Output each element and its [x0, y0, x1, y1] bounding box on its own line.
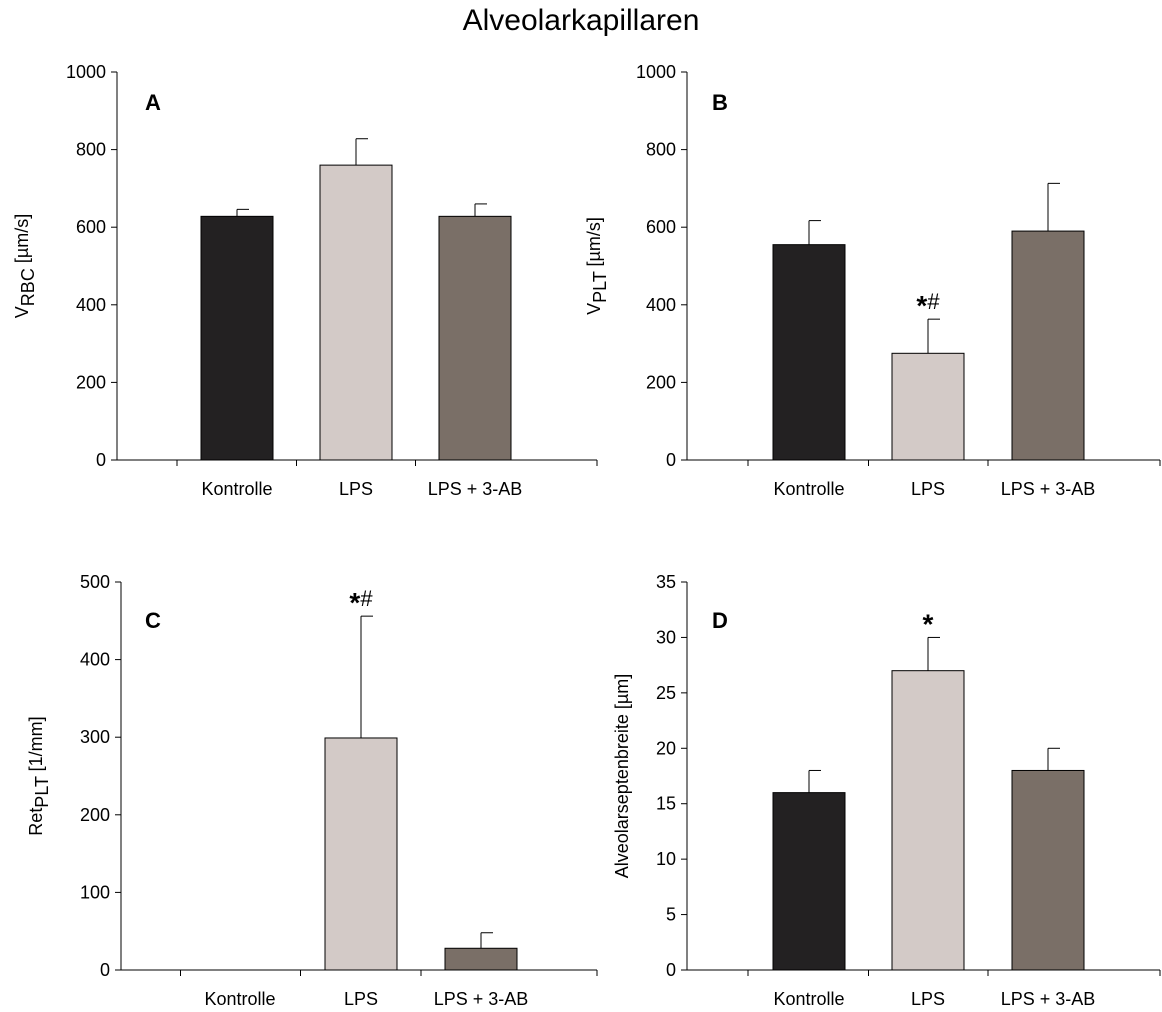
bar	[1011, 769, 1085, 971]
y-tick-label: 400	[80, 650, 110, 670]
bar	[891, 352, 965, 461]
bar	[324, 737, 398, 971]
x-tick-label: LPS	[339, 479, 373, 499]
y-tick-label: 15	[656, 794, 676, 814]
significance-annotation: *	[923, 608, 934, 639]
x-tick-label: Kontrolle	[773, 479, 844, 499]
y-tick-label: 0	[666, 450, 676, 470]
y-tick-label: 600	[646, 217, 676, 237]
y-tick-label: 0	[100, 960, 110, 980]
x-tick-label: LPS	[911, 989, 945, 1009]
y-tick-label: 25	[656, 683, 676, 703]
x-tick-label: LPS + 3-AB	[428, 479, 523, 499]
chart-panel-d: 0 5 10 15 20 25 30 35 Kontrolle * LPS LPS + 3-AB D Al…	[612, 572, 1161, 1009]
y-tick-label: 1000	[636, 62, 676, 82]
y-tick-label: 30	[656, 627, 676, 647]
y-tick-label: 20	[656, 738, 676, 758]
y-axis-label: VRBC [µm/s]	[12, 214, 38, 318]
x-tick-label: LPS + 3-AB	[434, 989, 529, 1009]
y-axis-label: Alveolarseptenbreite [µm]	[612, 674, 632, 878]
bar	[772, 244, 846, 461]
significance-annotation: *#	[349, 586, 373, 618]
y-tick-label: 35	[656, 572, 676, 592]
x-tick-label: Kontrolle	[773, 989, 844, 1009]
y-tick-label: 300	[80, 727, 110, 747]
x-tick-label: LPS	[344, 989, 378, 1009]
bar	[319, 164, 393, 461]
significance-annotation: *#	[916, 289, 940, 321]
y-tick-label: 0	[666, 960, 676, 980]
chart-panel-c: 0 100 200 300 400 500 Kontrolle *# LPS LPS + 3-AB…	[26, 572, 598, 1009]
chart-panel-b: 0 200 400 600 800 1000 Kontrolle *# LPS LPS + 3-A…	[584, 62, 1161, 499]
bar	[438, 215, 512, 461]
bar	[444, 947, 518, 971]
y-axis-label: RetPLT [1/mm]	[26, 716, 52, 835]
bar	[1011, 230, 1085, 461]
y-axis-label: VPLT [µm/s]	[584, 217, 610, 315]
y-tick-label: 10	[656, 849, 676, 869]
y-tick-label: 200	[646, 372, 676, 392]
bar	[891, 670, 965, 971]
panel-label: D	[712, 608, 728, 633]
bar	[200, 215, 274, 461]
y-tick-label: 400	[646, 295, 676, 315]
figure-title: Alveolarkapillaren	[462, 4, 700, 37]
chart-panel-a: 0 200 400 600 800 1000 Kontrolle LPS LPS + 3-AB A…	[12, 62, 598, 499]
y-tick-label: 200	[76, 372, 106, 392]
y-tick-label: 100	[80, 882, 110, 902]
y-tick-label: 500	[80, 572, 110, 592]
x-tick-label: LPS + 3-AB	[1001, 989, 1096, 1009]
bar	[772, 792, 846, 971]
y-tick-label: 800	[76, 140, 106, 160]
x-tick-label: Kontrolle	[204, 989, 275, 1009]
y-tick-label: 400	[76, 295, 106, 315]
y-tick-label: 600	[76, 217, 106, 237]
x-tick-label: LPS + 3-AB	[1001, 479, 1096, 499]
panel-label: B	[712, 90, 728, 115]
y-tick-label: 800	[646, 140, 676, 160]
y-tick-label: 200	[80, 805, 110, 825]
panel-label: C	[145, 608, 161, 633]
panel-label: A	[145, 90, 161, 115]
x-tick-label: Kontrolle	[201, 479, 272, 499]
x-tick-label: LPS	[911, 479, 945, 499]
y-tick-label: 1000	[66, 62, 106, 82]
y-tick-label: 0	[96, 450, 106, 470]
y-tick-label: 5	[666, 905, 676, 925]
